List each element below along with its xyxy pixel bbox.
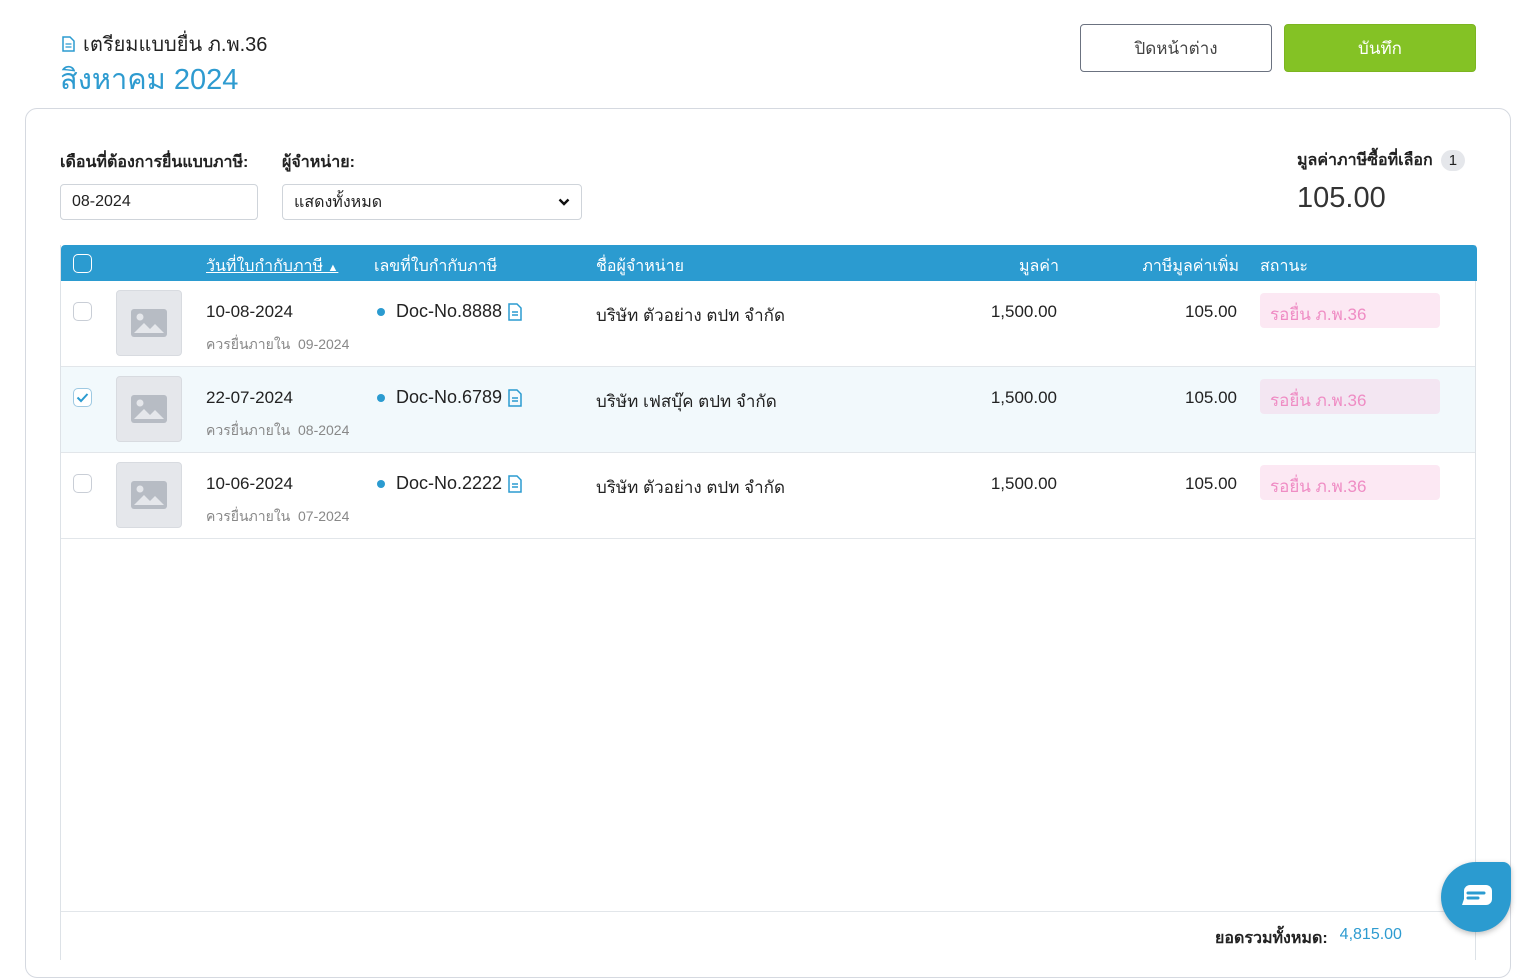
document-icon[interactable] [508,474,522,493]
subtitle-text: เตรียมแบบยื่น ภ.พ.36 [83,34,268,56]
month-label: เดือนที่ต้องการยื่นแบบภาษี: [60,154,249,171]
table-row[interactable]: 10-08-2024 ควรยื่นภายใน 09-2024 Doc-No.8… [61,281,1475,367]
column-header-date[interactable]: วันที่ใบกำกับภาษี ▲ [206,254,338,279]
due-label: ควรยื่นภายใน [206,336,291,352]
grand-total: ยอดรวมทั้งหมด: 4,815.00 [1215,926,1402,951]
doc-number-text: Doc-No.6789 [396,387,503,407]
doc-number[interactable]: Doc-No.8888 [377,301,522,322]
status-dot [377,479,385,488]
select-all-checkbox[interactable] [73,254,92,273]
invoice-date: 22-07-2024 [206,388,293,407]
amount: 1,500.00 [990,388,1057,407]
due-label: ควรยื่นภายใน [206,422,291,438]
invoice-date: 10-06-2024 [206,474,293,493]
invoice-date: 10-08-2024 [206,302,293,321]
doc-number[interactable]: Doc-No.2222 [377,473,522,494]
footer-divider [61,911,1475,912]
column-header-status: สถานะ [1260,258,1308,275]
close-window-button[interactable]: ปิดหน้าต่าง [1080,24,1272,72]
document-icon[interactable] [508,302,522,321]
vendor-select[interactable]: แสดงทั้งหมด [282,184,582,220]
document-icon[interactable] [508,388,522,407]
page-subtitle: เตรียมแบบยื่น ภ.พ.36 [62,28,267,60]
save-button[interactable]: บันทึก [1284,24,1476,72]
vat-amount: 105.00 [1185,302,1237,321]
due-month: 09-2024 [298,336,350,352]
row-checkbox[interactable] [73,388,92,407]
status-dot [377,393,385,402]
doc-number-text: Doc-No.2222 [396,473,503,493]
row-checkbox[interactable] [73,302,92,321]
chat-button[interactable] [1441,862,1511,932]
status-badge: รอยื่น ภ.พ.36 [1260,293,1440,328]
amount: 1,500.00 [990,474,1057,493]
column-header-vat: ภาษีมูลค่าเพิ่ม [1142,258,1239,275]
due-label: ควรยื่นภายใน [206,508,291,524]
doc-number-text: Doc-No.8888 [396,301,503,321]
invoice-table: วันที่ใบกำกับภาษี ▲ เลขที่ใบกำกับภาษี ชื… [60,245,1477,960]
table-row[interactable]: 22-07-2024 ควรยื่นภายใน 08-2024 Doc-No.6… [61,367,1475,453]
due-month: 08-2024 [298,422,350,438]
month-input[interactable]: 08-2024 [60,184,258,220]
total-label: ยอดรวมทั้งหมด: [1215,930,1328,947]
chat-icon [1462,885,1492,905]
vendor-name: บริษัท เฟสบุ๊ค ตปท จำกัด [596,392,777,411]
due-text: ควรยื่นภายใน 09-2024 [206,334,349,356]
image-placeholder-icon[interactable] [116,290,182,356]
vat-amount: 105.00 [1185,388,1237,407]
selected-tax-label: มูลค่าภาษีซื้อที่เลือก [1297,152,1433,169]
column-header-amount: มูลค่า [1018,258,1059,275]
column-header-date-label: วันที่ใบกำกับภาษี [206,258,324,275]
total-value: 4,815.00 [1339,926,1402,943]
vendor-name: บริษัท ตัวอย่าง ตปท จำกัด [596,478,785,497]
image-placeholder-icon[interactable] [116,462,182,528]
image-placeholder-icon[interactable] [116,376,182,442]
chevron-down-icon [558,198,570,206]
selected-count-badge: 1 [1440,150,1466,171]
vat-amount: 105.00 [1185,474,1237,493]
status-badge: รอยื่น ภ.พ.36 [1260,379,1440,414]
selected-tax-value: 105.00 [1297,182,1386,214]
status-dot [377,307,385,316]
column-header-doc: เลขที่ใบกำกับภาษี [374,258,498,275]
document-icon [62,36,75,52]
selected-tax-summary: มูลค่าภาษีซื้อที่เลือก 1 [1297,148,1466,173]
amount: 1,500.00 [990,302,1057,321]
table-row[interactable]: 10-06-2024 ควรยื่นภายใน 07-2024 Doc-No.2… [61,453,1475,539]
status-badge: รอยื่น ภ.พ.36 [1260,465,1440,500]
sort-asc-icon: ▲ [327,262,339,274]
checkmark-icon [76,393,89,403]
vendor-select-value: แสดงทั้งหมด [294,193,383,211]
table-header: วันที่ใบกำกับภาษี ▲ เลขที่ใบกำกับภาษี ชื… [61,245,1477,281]
vendor-label: ผู้จำหน่าย: [282,154,355,171]
due-text: ควรยื่นภายใน 08-2024 [206,420,349,442]
due-text: ควรยื่นภายใน 07-2024 [206,506,349,528]
due-month: 07-2024 [298,508,350,524]
page-title: สิงหาคม 2024 [60,64,239,96]
doc-number[interactable]: Doc-No.6789 [377,387,522,408]
column-header-vendor: ชื่อผู้จำหน่าย [596,258,685,275]
vendor-name: บริษัท ตัวอย่าง ตปท จำกัด [596,306,785,325]
row-checkbox[interactable] [73,474,92,493]
